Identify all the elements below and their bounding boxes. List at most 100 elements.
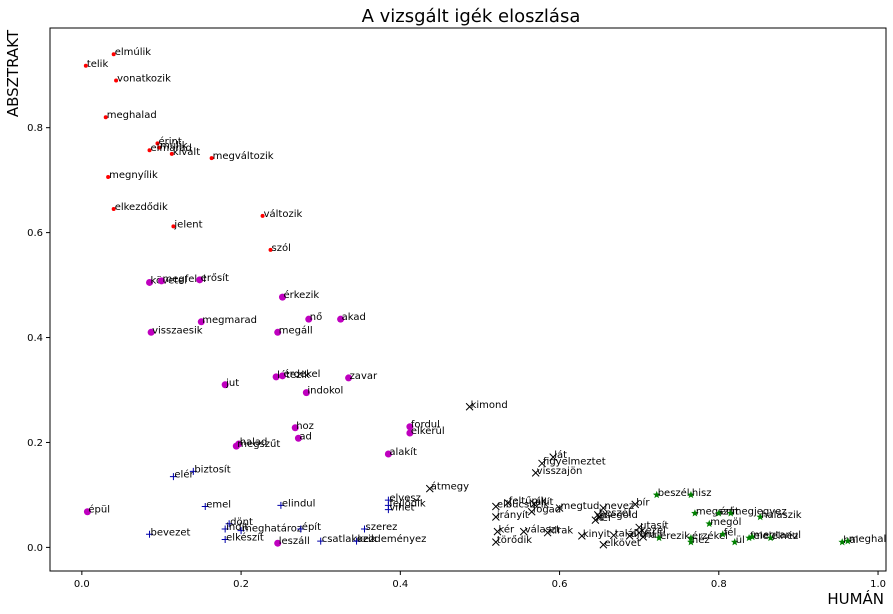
data-point — [189, 467, 197, 475]
data-point — [114, 78, 119, 83]
data-point-label: zavar — [350, 371, 378, 382]
data-point-label: meghalad — [107, 110, 157, 121]
data-point-label: kinyit — [583, 529, 611, 540]
data-point-label: bír — [636, 496, 650, 508]
data-point-label: beszél — [658, 487, 690, 499]
data-point-label: irányít — [497, 509, 529, 521]
data-point-label: épül — [88, 504, 110, 516]
data-point-label: elér — [174, 469, 194, 481]
x-tick-label: 1.0 — [870, 579, 886, 590]
data-point-label: nő — [310, 311, 322, 323]
data-point-label: nevez — [604, 501, 634, 512]
data-point — [291, 424, 299, 432]
data-point-label: halad — [240, 437, 268, 448]
y-tick-label: 0.4 — [27, 333, 43, 344]
data-point-label: elindul — [282, 498, 316, 509]
data-point — [278, 293, 286, 301]
data-point — [277, 501, 285, 509]
data-point — [106, 174, 111, 179]
data-point-label: érezik — [660, 530, 690, 542]
data-point — [221, 525, 229, 533]
data-point — [492, 502, 500, 511]
data-point — [157, 277, 165, 285]
data-point — [655, 533, 663, 542]
data-point-label: érkezik — [283, 289, 319, 301]
data-point-label: kezel — [640, 526, 666, 537]
data-point — [103, 115, 108, 120]
x-tick-label: 0.4 — [392, 579, 408, 590]
data-point — [209, 156, 214, 161]
data-point-label: beszél — [599, 507, 631, 519]
data-point-label: szerez — [365, 522, 397, 533]
data-point — [302, 389, 310, 397]
data-point — [530, 499, 538, 508]
data-point-label: kezdeményez — [358, 533, 427, 545]
data-point — [687, 490, 695, 499]
y-tick-label: 0.0 — [27, 543, 43, 554]
data-point-label: megszűt — [237, 438, 280, 450]
data-point — [83, 63, 88, 68]
data-point-label: néz — [692, 534, 710, 546]
x-tick-label: 0.8 — [711, 579, 727, 590]
data-point — [609, 531, 618, 540]
data-point — [305, 315, 313, 323]
data-point-label: létezik — [277, 369, 310, 381]
data-point — [578, 531, 586, 540]
data-point — [595, 513, 604, 521]
data-point — [527, 507, 536, 516]
data-point — [730, 538, 739, 546]
data-point-label: megáll — [279, 324, 313, 336]
data-point — [631, 500, 640, 509]
data-point-label: feltűnik — [509, 495, 547, 507]
x-axis: 0.0 0.2 0.4 0.6 0.8 1.0 — [74, 571, 886, 590]
data-point — [221, 536, 229, 544]
data-point — [201, 502, 209, 510]
data-point — [687, 538, 695, 546]
data-point — [171, 224, 176, 229]
data-point — [274, 539, 282, 547]
data-point-label: érdekel — [283, 368, 320, 380]
data-point — [519, 527, 528, 536]
data-point — [384, 450, 392, 458]
data-point-label: halászik — [761, 509, 802, 521]
y-tick-label: 0.8 — [27, 123, 43, 134]
data-point-label: telik — [87, 59, 109, 70]
data-point-label: törődik — [497, 534, 532, 546]
data-point — [147, 328, 155, 336]
data-point-label: vonatkozik — [117, 73, 171, 84]
y-axis: 0.0 0.2 0.4 0.6 0.8 — [27, 123, 50, 554]
data-point — [83, 508, 91, 516]
data-point — [406, 423, 414, 431]
data-point — [111, 52, 116, 57]
x-tick-label: 0.6 — [552, 579, 568, 590]
data-point-label: kimond — [471, 400, 508, 411]
data-point — [465, 402, 474, 411]
data-point-label: hall — [644, 530, 662, 541]
data-point-label: kirak — [549, 526, 574, 537]
data-point-label: állít — [535, 496, 553, 508]
data-point-label: indokol — [307, 386, 343, 397]
data-point — [294, 434, 302, 442]
data-point-label: megtanul — [753, 530, 801, 541]
data-point — [272, 373, 280, 381]
data-point-label: visszaesik — [152, 325, 203, 336]
data-point-label: figyelmeztet — [543, 456, 606, 467]
y-tick-label: 0.2 — [27, 438, 43, 449]
data-point — [317, 537, 325, 545]
data-point-label: felel — [750, 531, 771, 542]
data-point — [639, 533, 648, 541]
data-point-label: ajánl — [631, 528, 655, 540]
data-point-label: erősít — [201, 272, 229, 284]
data-point — [715, 509, 723, 517]
data-point — [345, 374, 353, 382]
data-point — [531, 469, 540, 477]
data-point-label: talál — [615, 527, 637, 539]
data-point-label: megváltozik — [213, 150, 274, 162]
data-point — [538, 459, 546, 468]
data-point-label: hoz — [296, 421, 314, 432]
data-point — [652, 490, 661, 499]
data-point — [147, 148, 152, 153]
data-point — [406, 429, 414, 437]
data-point-label: dönt — [230, 517, 253, 528]
data-point-label: ad — [299, 431, 311, 442]
